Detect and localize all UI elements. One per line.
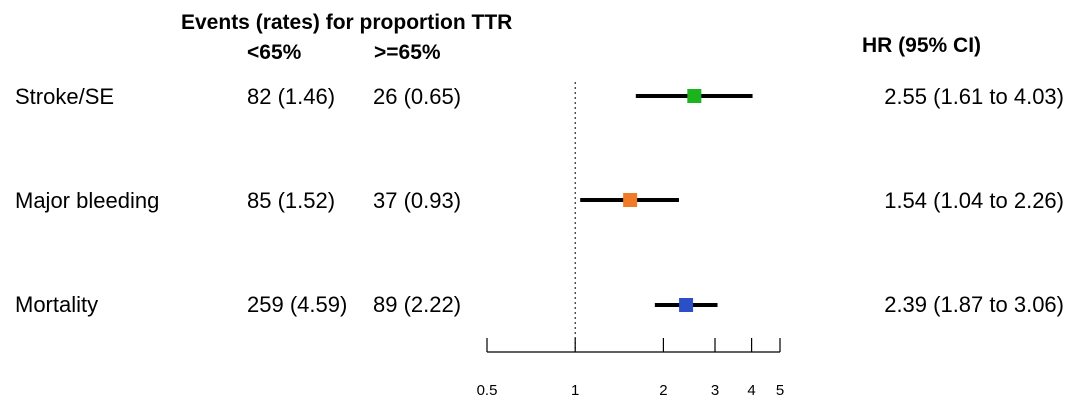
column-header-low-ttr: <65% [247,41,302,64]
hr-value: 2.55 (1.61 to 4.03) [884,84,1064,109]
hr-value: 2.39 (1.87 to 3.06) [884,292,1064,317]
events-low-ttr: 259 (4.59) [247,292,348,317]
row-label: Mortality [15,292,99,317]
x-axis-tick-label: 3 [711,382,719,399]
hr-point-marker [623,193,638,207]
row-label: Stroke/SE [15,84,115,109]
events-high-ttr: 26 (0.65) [373,84,462,109]
column-header-high-ttr: >=65% [374,41,441,64]
hr-header: HR (95% CI) [862,34,982,57]
events-low-ttr: 85 (1.52) [247,188,336,213]
x-axis-tick-label: 5 [776,382,784,399]
hr-value: 1.54 (1.04 to 2.26) [884,188,1064,213]
hr-point-marker [679,298,694,312]
row-label: Major bleeding [15,188,160,213]
events-high-ttr: 89 (2.22) [373,292,462,317]
events-high-ttr: 37 (0.93) [373,188,462,213]
events-low-ttr: 82 (1.46) [247,84,336,109]
x-axis-tick-label: 1 [571,382,579,399]
x-axis-tick-label: 4 [747,382,755,399]
x-axis-tick-label: 2 [659,382,667,399]
events-header: Events (rates) for proportion TTR [181,11,513,34]
x-axis-tick-label: 0.5 [477,382,498,399]
hr-point-marker [687,89,702,103]
